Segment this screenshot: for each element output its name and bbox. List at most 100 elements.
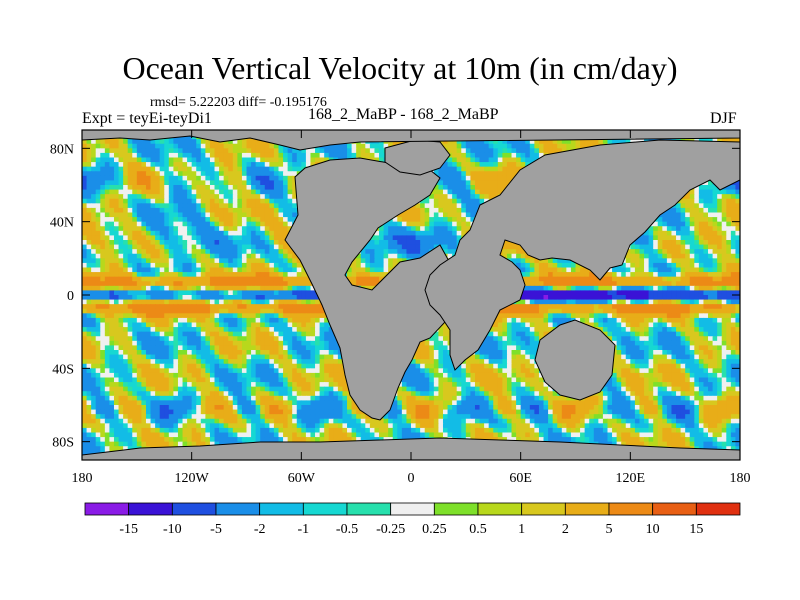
field-cell <box>228 217 234 223</box>
field-cell <box>91 221 97 227</box>
field-cell <box>438 212 444 218</box>
field-cell <box>109 249 115 255</box>
field-cell <box>123 189 129 195</box>
field-cell <box>104 235 111 241</box>
field-cell <box>269 240 275 246</box>
field-cell <box>374 267 380 273</box>
field-cell <box>287 166 293 172</box>
field-cell <box>570 262 577 269</box>
field-cell <box>465 212 472 218</box>
field-cell <box>209 276 216 282</box>
field-cell <box>369 272 376 278</box>
field-cell <box>191 258 197 264</box>
field-cell <box>580 276 586 282</box>
field-cell <box>406 230 412 237</box>
field-cell <box>86 235 92 241</box>
field-cell <box>511 253 517 259</box>
field-cell <box>113 249 120 255</box>
field-cell <box>689 203 695 209</box>
field-cell <box>86 230 92 237</box>
field-cell <box>223 185 229 191</box>
field-cell <box>456 171 462 177</box>
field-cell <box>177 249 184 255</box>
field-cell <box>237 272 243 278</box>
field-cell <box>278 180 284 186</box>
field-cell <box>301 272 307 278</box>
field-cell <box>406 221 412 227</box>
field-cell <box>287 249 293 255</box>
field-cell <box>237 235 243 241</box>
field-cell <box>662 226 668 232</box>
field-cell <box>703 203 709 209</box>
field-cell <box>616 281 622 287</box>
field-cell <box>703 267 709 273</box>
field-cell <box>91 217 97 223</box>
field-cell <box>109 157 115 163</box>
field-cell <box>676 212 682 218</box>
field-cell <box>177 253 184 259</box>
field-cell <box>214 226 220 232</box>
field-cell <box>283 198 289 204</box>
field-cell <box>698 253 705 259</box>
field-cell <box>155 180 161 186</box>
field-cell <box>269 285 275 292</box>
field-cell <box>525 162 531 168</box>
field-cell <box>465 203 472 209</box>
field-cell <box>82 175 88 182</box>
field-cell <box>164 258 170 264</box>
field-cell <box>278 258 284 264</box>
field-cell <box>86 194 92 200</box>
field-cell <box>689 267 695 273</box>
field-cell <box>241 152 248 159</box>
field-cell <box>155 162 161 168</box>
field-cell <box>177 240 184 246</box>
field-cell <box>283 221 289 227</box>
field-cell <box>251 230 257 237</box>
field-cell <box>150 281 156 287</box>
field-cell <box>662 267 668 273</box>
field-cell <box>246 203 252 209</box>
field-cell <box>264 157 270 163</box>
field-cell <box>374 272 380 278</box>
field-cell <box>164 281 170 287</box>
field-cell <box>721 226 727 232</box>
field-cell <box>214 203 220 209</box>
field-cell <box>246 148 252 154</box>
field-cell <box>141 240 147 246</box>
field-cell <box>283 285 289 292</box>
field-cell <box>145 262 152 269</box>
field-cell <box>584 272 590 278</box>
field-cell <box>187 194 193 200</box>
field-cell <box>433 240 440 246</box>
field-cell <box>232 139 238 145</box>
field-cell <box>173 281 179 287</box>
field-cell <box>173 207 179 214</box>
field-cell <box>104 157 111 163</box>
field-cell <box>698 267 705 273</box>
field-cell <box>671 240 677 246</box>
field-cell <box>251 148 257 154</box>
field-cell <box>292 194 298 200</box>
field-cell <box>187 175 193 182</box>
field-cell <box>168 180 174 186</box>
field-cell <box>351 272 357 278</box>
field-cell <box>680 212 686 218</box>
field-cell <box>488 166 494 172</box>
field-cell <box>246 226 252 232</box>
field-cell <box>86 148 92 154</box>
field-cell <box>379 148 385 154</box>
field-cell <box>671 230 677 237</box>
field-cell <box>141 203 147 209</box>
field-cell <box>104 262 111 269</box>
field-cell <box>113 152 120 159</box>
field-cell <box>593 276 599 282</box>
field-cell <box>424 203 430 209</box>
field-cell <box>511 148 517 154</box>
field-cell <box>136 267 143 273</box>
field-cell <box>621 267 627 273</box>
field-cell <box>255 244 261 250</box>
field-cell <box>100 262 106 269</box>
field-cell <box>196 235 202 241</box>
field-cell <box>452 162 458 168</box>
field-cell <box>182 285 188 292</box>
